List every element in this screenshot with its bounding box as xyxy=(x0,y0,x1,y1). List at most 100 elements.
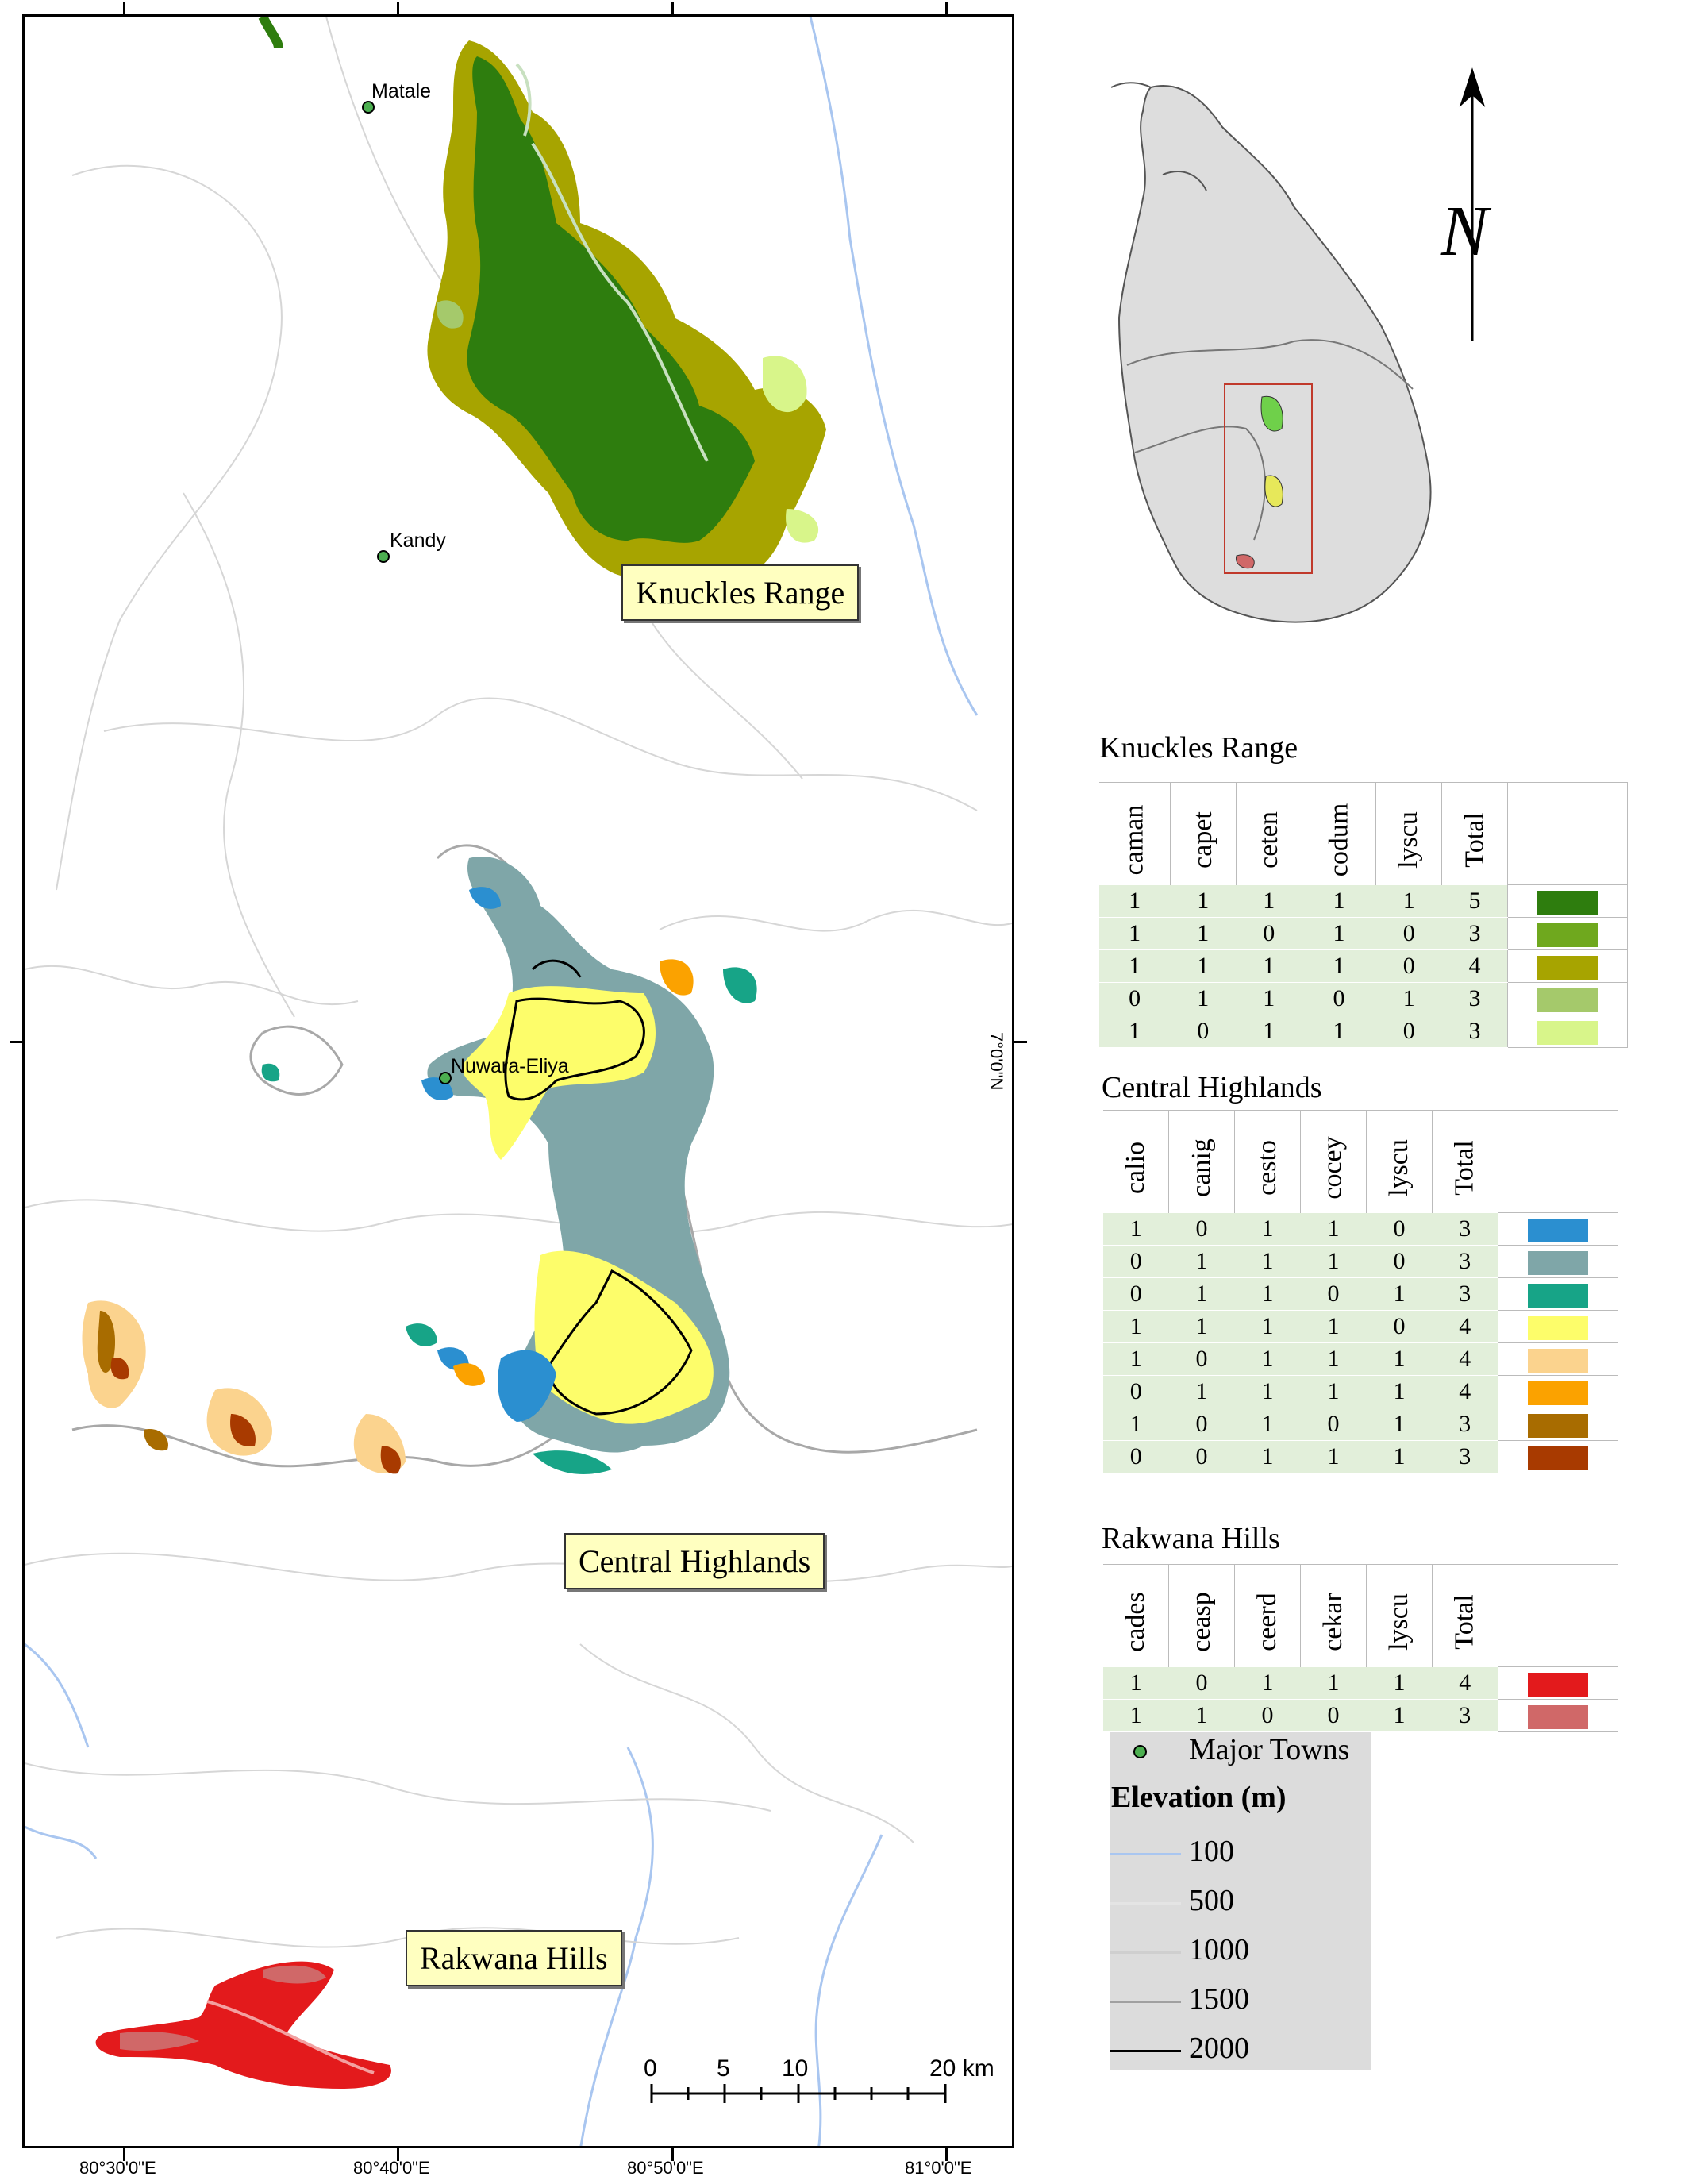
legend-cell: 0 xyxy=(1168,1212,1235,1246)
study-area-box xyxy=(1224,383,1313,574)
legend-cell: 1 xyxy=(1099,949,1171,983)
river-west xyxy=(25,1643,90,1748)
elevation-title: Elevation (m) xyxy=(1111,1781,1287,1814)
legend-swatch xyxy=(1528,1349,1588,1373)
col-header: Total xyxy=(1432,1564,1498,1667)
col-header: codum xyxy=(1302,782,1377,885)
legend-cell: 1 xyxy=(1103,1408,1169,1441)
legend-cell: 1 xyxy=(1103,1212,1169,1246)
elevation-label-1500: 1500 xyxy=(1189,1982,1249,2016)
legend-cell: 1 xyxy=(1366,1342,1433,1376)
legend-cell: 0 xyxy=(1236,917,1302,950)
legend-swatch-cell xyxy=(1498,1375,1618,1408)
lon-tick-bottom-3 xyxy=(671,2148,674,2161)
legend-cell: 3 xyxy=(1432,1408,1498,1441)
region-label-central: Central Highlands xyxy=(564,1533,825,1589)
legend-cell: 1 xyxy=(1170,917,1237,950)
col-header: calio xyxy=(1103,1110,1169,1213)
legend-cell: 1 xyxy=(1236,949,1302,983)
legend-cell: 1 xyxy=(1234,1245,1301,1278)
knuckles-area xyxy=(258,17,826,579)
legend-cell: 1 xyxy=(1234,1375,1301,1408)
legend-cell: 1 xyxy=(1103,1342,1169,1376)
legend-cell: 1 xyxy=(1366,1440,1433,1473)
legend-cell: 1 xyxy=(1234,1277,1301,1311)
legend-cell: 0 xyxy=(1366,1212,1433,1246)
legend-cell: 1 xyxy=(1302,1015,1376,1048)
legend-cell: 1 xyxy=(1103,1666,1169,1700)
col-header: Total xyxy=(1432,1110,1498,1213)
central-area xyxy=(82,857,757,1474)
lon-label-2: 80°40'0"E xyxy=(353,2158,430,2178)
legend-cell: 4 xyxy=(1432,1342,1498,1376)
legend-cell: 0 xyxy=(1168,1408,1235,1441)
legend-cell: 1 xyxy=(1236,884,1302,918)
legend-title-central: Central Highlands xyxy=(1102,1071,1322,1104)
legend-cell: 0 xyxy=(1168,1440,1235,1473)
elevation-label-1000: 1000 xyxy=(1189,1933,1249,1966)
legend-cell: 1 xyxy=(1234,1342,1301,1376)
legend-cell: 1 xyxy=(1300,1375,1367,1408)
lon-tick-top-1 xyxy=(123,2,125,14)
legend-swatch-cell xyxy=(1507,917,1629,950)
legend-cell: 3 xyxy=(1432,1212,1498,1246)
legend-cell: 0 xyxy=(1300,1277,1367,1311)
legend-cell: 1 xyxy=(1375,982,1442,1015)
town-label-kandy: Kandy xyxy=(390,530,446,552)
legend-cell: 0 xyxy=(1099,982,1171,1015)
legend-cell: 1 xyxy=(1300,1310,1367,1343)
elevation-label-2000: 2000 xyxy=(1189,2032,1249,2065)
legend-swatch-cell xyxy=(1498,1310,1618,1343)
contours-500 xyxy=(25,17,1012,1948)
legend-cell: 1 xyxy=(1168,1699,1235,1732)
col-header: ceerd xyxy=(1234,1564,1301,1667)
river-southwest xyxy=(25,1825,98,1859)
legend-cell: 1 xyxy=(1366,1408,1433,1441)
lat-label: 7°0'0"N xyxy=(987,1032,1006,1091)
legend-swatch-cell xyxy=(1507,1015,1629,1048)
legend-swatch xyxy=(1537,988,1598,1013)
elevation-line-1500 xyxy=(1110,2001,1181,2003)
north-arrow xyxy=(1459,67,1486,341)
legend-cell: 0 xyxy=(1103,1375,1169,1408)
col-header: cekar xyxy=(1300,1564,1367,1667)
legend-cell: 1 xyxy=(1103,1699,1169,1732)
lon-tick-top-3 xyxy=(671,2,674,14)
legend-swatch-cell xyxy=(1507,884,1629,918)
legend-cell: 1 xyxy=(1366,1277,1433,1311)
inset-map[interactable]: N xyxy=(1087,56,1532,639)
legend-cell: 1 xyxy=(1234,1666,1301,1700)
legend-cell: 1 xyxy=(1103,1310,1169,1343)
main-map[interactable]: Matale Kandy Nuwara-Eliya Knuckles Range… xyxy=(22,14,1014,2148)
legend-cell: 0 xyxy=(1103,1440,1169,1473)
town-marker-nuwara-eliya xyxy=(439,1072,452,1084)
river-south xyxy=(579,1747,654,2146)
elevation-label-100: 100 xyxy=(1189,1835,1234,1868)
legend-swatch xyxy=(1537,1021,1598,1046)
legend-cell: 1 xyxy=(1300,1440,1367,1473)
legend-cell: 1 xyxy=(1234,1440,1301,1473)
legend-cell: 1 xyxy=(1375,884,1442,918)
town-marker-kandy xyxy=(377,550,390,563)
town-legend-label: Major Towns xyxy=(1189,1733,1350,1766)
town-label-nuwara-eliya: Nuwara-Eliya xyxy=(451,1055,569,1077)
legend-cell: 0 xyxy=(1366,1245,1433,1278)
legend-swatch xyxy=(1528,1673,1588,1697)
legend-cell: 3 xyxy=(1441,917,1508,950)
town-marker-matale xyxy=(362,101,375,114)
legend-cell: 1 xyxy=(1234,1408,1301,1441)
legend-cell: 0 xyxy=(1300,1699,1367,1732)
legend-swatch-cell xyxy=(1498,1440,1618,1473)
col-header: lyscu xyxy=(1375,782,1443,885)
legend-cell: 1 xyxy=(1099,884,1171,918)
legend-cell: 4 xyxy=(1432,1375,1498,1408)
legend-cell: 0 xyxy=(1103,1245,1169,1278)
